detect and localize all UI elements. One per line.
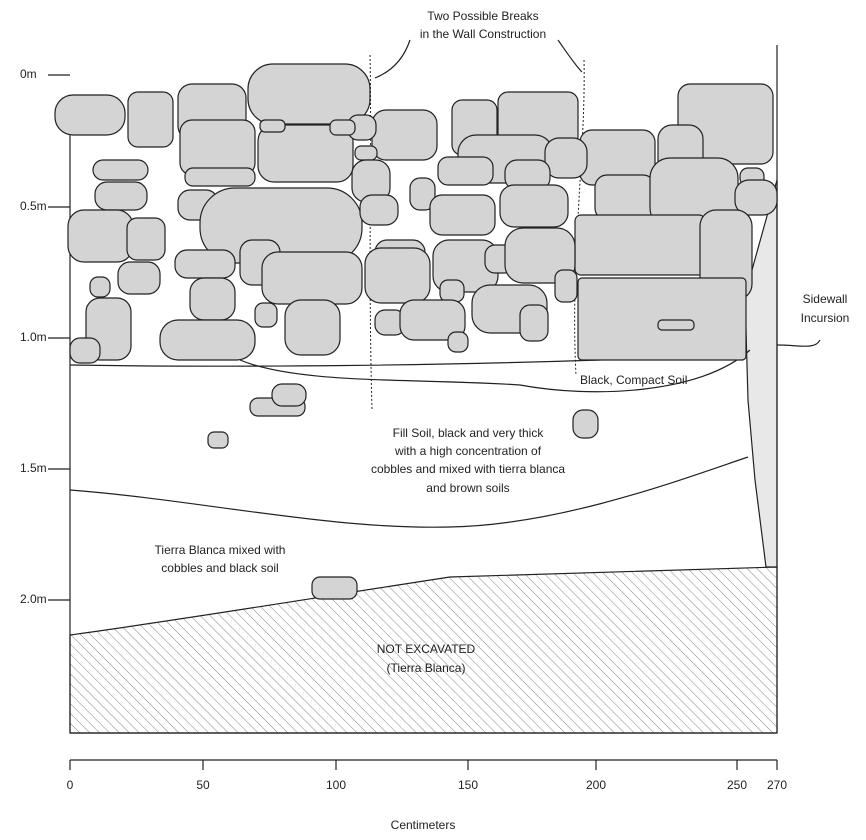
stone — [185, 168, 255, 186]
stone — [545, 138, 587, 178]
annotation: Two Possible Breaks — [427, 9, 538, 23]
annotation: with a high concentration of — [394, 444, 542, 458]
annotation: cobbles and mixed with tierra blanca — [371, 462, 565, 476]
stone — [438, 157, 493, 185]
depth-tick-label: 1.0m — [20, 330, 47, 344]
stone — [70, 338, 100, 363]
profile-drawing: Two Possible Breaks in the Wall Construc… — [0, 0, 866, 835]
stone — [160, 320, 255, 360]
stone — [248, 64, 370, 124]
stone — [128, 92, 173, 147]
stone — [90, 277, 110, 297]
leader-line — [558, 40, 582, 72]
stone — [578, 278, 746, 360]
stone — [360, 195, 398, 225]
stone — [520, 305, 548, 341]
stone — [260, 120, 285, 132]
stone — [285, 300, 340, 355]
stone — [55, 95, 125, 135]
stone — [575, 215, 705, 275]
stone — [262, 252, 362, 304]
stone — [95, 182, 147, 210]
stone — [68, 210, 133, 262]
stone — [555, 270, 577, 302]
break-line — [370, 55, 372, 410]
stone — [365, 248, 430, 303]
annotation: Sidewall — [803, 292, 848, 306]
stone — [208, 432, 228, 448]
leader-line — [777, 340, 820, 346]
depth-tick-label: 0m — [20, 67, 37, 81]
stone — [658, 320, 694, 330]
annotation: and brown soils — [426, 481, 509, 495]
depth-tick-label: 1.5m — [20, 461, 47, 475]
stone — [500, 185, 568, 227]
x-tick-label: 250 — [727, 778, 747, 792]
annotation: in the Wall Construction — [420, 27, 546, 41]
annotation: cobbles and black soil — [161, 561, 278, 575]
stone — [448, 332, 468, 352]
stone — [127, 218, 165, 260]
stone — [355, 146, 377, 160]
x-axis-label: Centimeters — [391, 818, 456, 832]
stone — [330, 120, 355, 135]
stone — [595, 175, 655, 220]
annotation: NOT EXCAVATED — [377, 642, 476, 656]
annotation: Tierra Blanca mixed with — [155, 543, 286, 557]
x-tick-label: 200 — [586, 778, 606, 792]
leader-line — [375, 40, 410, 78]
x-tick-label: 50 — [196, 778, 210, 792]
x-tick-label: 100 — [326, 778, 346, 792]
stone — [93, 160, 148, 180]
stone — [118, 262, 160, 294]
stone — [180, 120, 255, 175]
x-tick-label: 270 — [767, 778, 787, 792]
depth-tick-label: 0.5m — [20, 199, 47, 213]
stone — [272, 384, 306, 406]
x-tick-label: 150 — [458, 778, 478, 792]
stone — [440, 280, 464, 302]
stone — [573, 410, 598, 438]
stone — [372, 110, 437, 160]
stone — [255, 303, 277, 327]
stone — [190, 278, 235, 320]
annotation: (Tierra Blanca) — [387, 661, 466, 675]
stone — [430, 195, 495, 235]
annotation: Black, Compact Soil — [580, 373, 687, 387]
annotation: Incursion — [801, 311, 850, 325]
annotation: Fill Soil, black and very thick — [393, 426, 545, 440]
stone — [312, 577, 357, 599]
depth-tick-label: 2.0m — [20, 592, 47, 606]
stone — [175, 250, 235, 278]
stone — [735, 180, 777, 215]
x-tick-label: 0 — [67, 778, 74, 792]
